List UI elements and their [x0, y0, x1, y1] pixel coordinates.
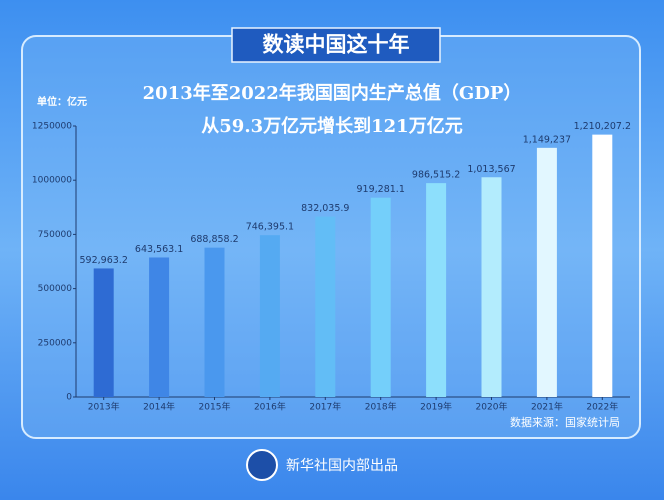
- x-tick-label: 2015年: [199, 401, 231, 413]
- y-tick-label: 1250000: [32, 122, 72, 132]
- value-label: 986,515.2: [412, 170, 460, 181]
- bar: [149, 257, 170, 397]
- bar: [370, 197, 391, 397]
- value-label: 746,395.1: [246, 222, 294, 233]
- bar: [536, 147, 557, 397]
- value-label: 1,013,567: [467, 164, 515, 175]
- value-label: 592,963.2: [80, 255, 128, 266]
- x-tick-label: 2017年: [309, 401, 341, 413]
- y-tick-label: 0: [66, 393, 72, 403]
- x-tick-label: 2021年: [531, 401, 563, 413]
- x-tick-label: 2016年: [254, 401, 286, 413]
- y-tick-label: 250000: [38, 338, 73, 348]
- value-label: 1,210,207.2: [574, 121, 631, 132]
- source: 数据来源：国家统计局: [510, 415, 620, 429]
- chart-title: 2013年至2022年我国国内生产总值（GDP）: [143, 82, 522, 104]
- y-tick-label: 1000000: [32, 176, 72, 186]
- logo: [246, 449, 278, 481]
- bar: [315, 216, 336, 397]
- bar: [93, 268, 114, 397]
- x-tick-label: 2020年: [476, 401, 508, 413]
- y-tick-label: 750000: [38, 230, 73, 240]
- bar: [204, 247, 225, 397]
- x-tick-label: 2019年: [420, 401, 452, 413]
- bar: [481, 177, 502, 397]
- chart-subtitle: 从59.3万亿元增长到121万亿元: [201, 115, 462, 137]
- banner-box: [231, 27, 441, 63]
- value-label: 643,563.1: [135, 244, 183, 255]
- y-tick-label: 500000: [38, 284, 73, 294]
- value-label: 832,035.9: [301, 203, 349, 214]
- value-label: 919,281.1: [357, 184, 405, 195]
- x-tick-label: 2013年: [88, 401, 120, 413]
- x-tick-label: 2022年: [586, 401, 618, 413]
- banner: 数读中国这十年: [263, 32, 410, 57]
- x-tick-label: 2018年: [365, 401, 397, 413]
- bar: [592, 134, 613, 397]
- bar: [426, 183, 447, 397]
- footer: 新华社国内部出品: [286, 458, 398, 474]
- x-tick-label: 2014年: [143, 401, 175, 413]
- bar: [259, 235, 280, 397]
- unit-label: 单位：亿元: [37, 95, 87, 108]
- value-label: 1,149,237: [523, 134, 571, 145]
- value-label: 688,858.2: [190, 234, 238, 245]
